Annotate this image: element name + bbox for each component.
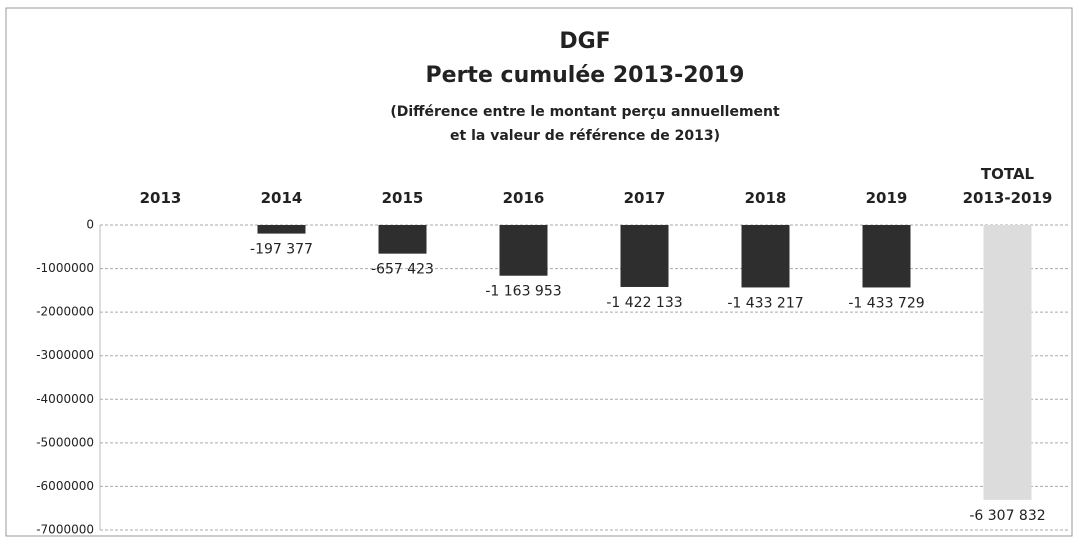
y-tick-label: -4000000: [36, 392, 94, 406]
chart-subtitle: Perte cumulée 2013-2019: [426, 63, 745, 88]
x-tick-label: 2019: [866, 189, 908, 207]
x-tick-label: 2017: [624, 189, 666, 207]
data-label: -1 433 729: [848, 295, 924, 311]
x-tick-label: 2016: [503, 189, 545, 207]
bar: [378, 225, 427, 254]
y-tick-label: -2000000: [36, 305, 94, 319]
data-label: -657 423: [371, 262, 434, 278]
x-tick-label: 2013: [140, 189, 182, 207]
bar: [499, 225, 548, 276]
y-tick-label: -1000000: [36, 261, 94, 275]
x-tick-label: TOTAL 2013-2019: [963, 165, 1053, 207]
y-tick-label: -3000000: [36, 348, 94, 362]
data-label: -1 422 133: [606, 295, 682, 311]
bar: [983, 225, 1032, 500]
data-label: -197 377: [250, 242, 313, 258]
bar: [741, 225, 790, 288]
bar: [257, 225, 306, 234]
y-tick-label: -6000000: [36, 479, 94, 493]
x-tick-label: 2015: [382, 189, 424, 207]
y-tick-label: 0: [86, 218, 94, 232]
annotation: et la valeur de référence de 2013): [450, 128, 720, 144]
data-label: -1 433 217: [727, 295, 803, 311]
x-tick-label: 2018: [745, 189, 787, 207]
y-tick-label: -5000000: [36, 435, 94, 449]
annotation: (Différence entre le montant perçu annue…: [390, 104, 780, 120]
data-label: -1 163 953: [485, 284, 561, 300]
data-label: -6 307 832: [969, 508, 1045, 524]
bar: [862, 225, 911, 288]
x-tick-label: 2014: [261, 189, 303, 207]
y-tick-label: -7000000: [36, 523, 94, 537]
chart-title: DGF: [559, 29, 610, 54]
bar: [620, 225, 669, 287]
chart-frame: [5, 7, 1073, 537]
